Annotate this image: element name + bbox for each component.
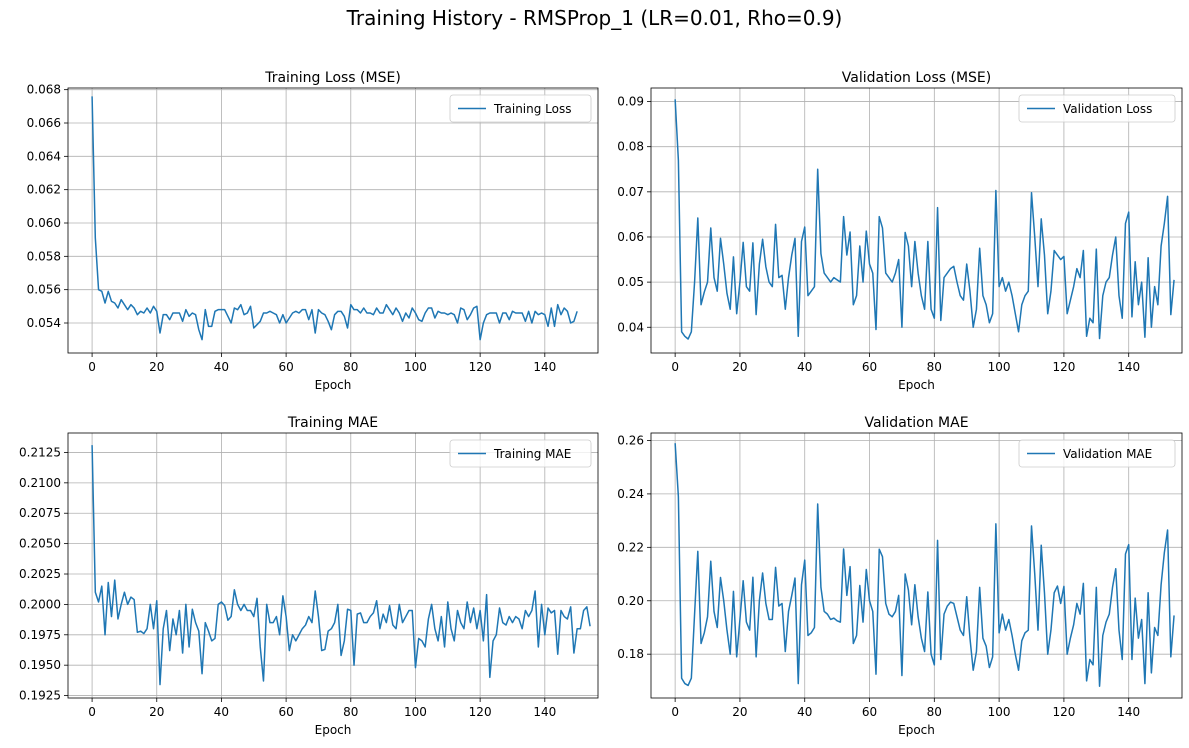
series-line — [674, 99, 1175, 340]
y-tick-label: 0.068 — [27, 83, 61, 97]
x-tick-label: 100 — [404, 705, 427, 719]
y-tick-label: 0.2100 — [19, 476, 61, 490]
x-tick-label: 100 — [988, 360, 1011, 374]
axes-frame — [67, 87, 599, 354]
y-tick-label: 0.1950 — [19, 658, 61, 672]
y-tick-label: 0.1975 — [19, 628, 61, 642]
x-tick-label: 140 — [533, 705, 556, 719]
y-tick-label: 0.22 — [617, 540, 644, 554]
x-tick-label: 120 — [469, 360, 492, 374]
x-tick-label: 80 — [927, 360, 942, 374]
axes-frame — [67, 432, 599, 699]
legend-entry: Validation Loss — [1063, 102, 1152, 116]
series-line — [91, 96, 578, 341]
y-tick-label: 0.18 — [617, 647, 644, 661]
x-tick-label: 140 — [1117, 705, 1140, 719]
y-tick-label: 0.2050 — [19, 537, 61, 551]
figure-title: Training History - RMSProp_1 (LR=0.01, R… — [346, 6, 843, 30]
y-tick-label: 0.066 — [27, 116, 61, 130]
axes-frame — [650, 87, 1183, 354]
x-tick-label: 80 — [343, 360, 358, 374]
subplot-3: 0 20 40 60 80 100 120 140 0.1925 0.1950 0.1975 0.20… — [19, 415, 599, 737]
y-tick-label: 0.2000 — [19, 597, 61, 611]
x-tick-label: 100 — [988, 705, 1011, 719]
y-tick-label: 0.064 — [27, 149, 61, 163]
x-tick-label: 140 — [533, 360, 556, 374]
x-tick-label: 20 — [149, 360, 164, 374]
y-tick-label: 0.20 — [617, 594, 644, 608]
y-tick-label: 0.062 — [27, 183, 61, 197]
y-tick-label: 0.04 — [617, 320, 644, 334]
x-tick-label: 60 — [862, 705, 877, 719]
x-tick-label: 120 — [1052, 360, 1075, 374]
y-tick-label: 0.07 — [617, 185, 644, 199]
x-axis-label: Epoch — [898, 378, 935, 392]
x-tick-label: 40 — [214, 705, 229, 719]
y-tick-label: 0.26 — [617, 433, 644, 447]
x-tick-label: 0 — [88, 705, 96, 719]
x-axis-label: Epoch — [315, 378, 352, 392]
subplot-2: 0 20 40 60 80 100 120 140 0.04 0.05 0.06 0.07 0.08 0.… — [617, 70, 1183, 392]
x-tick-label: 0 — [88, 360, 96, 374]
x-axis-label: Epoch — [898, 723, 935, 737]
x-tick-label: 20 — [732, 360, 747, 374]
x-tick-label: 80 — [343, 705, 358, 719]
series-line — [91, 445, 591, 686]
subplot-title: Training MAE — [287, 415, 378, 431]
y-tick-label: 0.2075 — [19, 506, 61, 520]
x-tick-label: 60 — [278, 360, 293, 374]
y-tick-label: 0.054 — [27, 316, 61, 330]
subplot-title: Validation MAE — [864, 415, 968, 431]
y-tick-label: 0.058 — [27, 249, 61, 263]
y-tick-label: 0.2025 — [19, 567, 61, 581]
x-axis-label: Epoch — [315, 723, 352, 737]
legend-entry: Training MAE — [493, 447, 571, 461]
x-tick-label: 60 — [862, 360, 877, 374]
x-tick-label: 40 — [797, 360, 812, 374]
x-tick-label: 20 — [149, 705, 164, 719]
legend-box — [1018, 439, 1176, 468]
x-tick-label: 0 — [671, 705, 679, 719]
subplot-title: Validation Loss (MSE) — [842, 70, 991, 86]
legend-box — [1018, 94, 1176, 123]
y-tick-label: 0.08 — [617, 140, 644, 154]
x-tick-label: 0 — [671, 360, 679, 374]
x-tick-label: 80 — [927, 705, 942, 719]
x-tick-label: 100 — [404, 360, 427, 374]
legend-box — [449, 94, 592, 123]
y-tick-label: 0.24 — [617, 487, 644, 501]
y-tick-label: 0.09 — [617, 95, 644, 109]
y-tick-label: 0.2125 — [19, 445, 61, 459]
legend-box — [449, 439, 592, 468]
subplot-1: 0 20 40 60 80 100 120 140 0.054 0.056 0.058 0.060 0.… — [27, 70, 599, 392]
x-tick-label: 120 — [1052, 705, 1075, 719]
x-tick-label: 120 — [469, 705, 492, 719]
y-tick-label: 0.060 — [27, 216, 61, 230]
legend-entry: Validation MAE — [1063, 447, 1152, 461]
axes-frame — [650, 432, 1183, 699]
series-line — [674, 443, 1175, 687]
y-tick-label: 0.05 — [617, 275, 644, 289]
x-tick-label: 60 — [278, 705, 293, 719]
y-tick-label: 0.06 — [617, 230, 644, 244]
subplot-4: 0 20 40 60 80 100 120 140 0.18 0.20 0.22 0.24 0.26 Va… — [617, 415, 1183, 737]
legend-entry: Training Loss — [493, 102, 571, 116]
x-tick-label: 140 — [1117, 360, 1140, 374]
y-tick-label: 0.1925 — [19, 689, 61, 703]
x-tick-label: 40 — [214, 360, 229, 374]
x-tick-label: 20 — [732, 705, 747, 719]
x-tick-label: 40 — [797, 705, 812, 719]
subplot-title: Training Loss (MSE) — [264, 70, 401, 86]
y-tick-label: 0.056 — [27, 283, 61, 297]
